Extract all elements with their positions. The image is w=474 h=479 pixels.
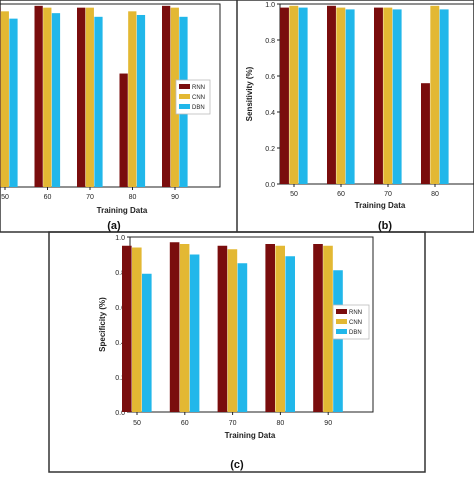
bar-dbn-60 [52,13,60,187]
x-axis-label: Training Data [97,206,148,215]
legend-label-rnn: RNN [192,85,205,91]
x-tick-label: 90 [171,194,179,201]
bar-cnn-60 [43,8,51,187]
bar-rnn-70 [218,246,228,412]
panel-label: (b) [378,220,392,232]
bar-cnn-80 [275,246,285,412]
bar-dbn-60 [346,9,355,184]
bar-cnn-50 [132,248,142,413]
y-tick-label: 0.2 [265,146,275,153]
bar-dbn-80 [440,9,449,184]
bar-rnn-80 [265,244,275,412]
bar-rnn-60 [170,242,180,412]
legend-label-cnn: CNN [192,95,205,101]
bar-dbn-70 [238,263,248,412]
y-tick-label: 0.6 [265,74,275,81]
bar-cnn-50 [289,6,298,184]
bar-rnn-60 [327,6,336,184]
bar-rnn-90 [313,244,323,412]
bar-cnn-70 [383,8,392,184]
x-tick-label: 60 [181,420,189,427]
legend-swatch-rnn [336,309,347,314]
bar-cnn-80 [430,6,439,184]
legend-label-rnn: RNN [349,310,362,316]
bar-dbn-80 [137,15,145,187]
bar-cnn-90 [323,246,333,412]
bar-dbn-80 [285,256,295,412]
x-tick-label: 70 [384,191,392,198]
legend-label-cnn: CNN [349,320,362,326]
bar-dbn-90 [333,270,343,412]
bar-rnn-90 [162,6,170,187]
x-tick-label: 60 [337,191,345,198]
x-tick-label: 80 [431,191,439,198]
legend-swatch-cnn [179,94,190,99]
y-tick-label: 0.0 [265,182,275,189]
legend-swatch-dbn [179,104,190,109]
legend-label-dbn: DBN [192,105,205,111]
bar-rnn-80 [120,74,128,187]
bar-rnn-60 [35,6,43,187]
bar-dbn-50 [9,19,17,187]
y-axis-label: Sensitivity (%) [245,66,254,121]
x-tick-label: 80 [277,420,285,427]
y-tick-label: 1.0 [115,235,125,242]
bar-cnn-60 [336,8,345,184]
bar-rnn-70 [374,8,383,184]
panel-label: (c) [230,459,244,471]
bar-cnn-70 [228,249,238,412]
bar-rnn-70 [77,8,85,187]
bar-cnn-70 [86,8,94,187]
panel-label: (a) [107,220,121,232]
legend-label-dbn: DBN [349,330,362,336]
legend-swatch-cnn [336,319,347,324]
bar-rnn-80 [421,83,430,184]
x-axis-label: Training Data [355,201,406,210]
chart-panel-1: 50 60 70 80 90 Training Data RNN CNN DBN (a) [0,4,220,232]
y-tick-label: 0.4 [265,110,275,117]
y-tick-label: 0.8 [265,38,275,45]
bar-dbn-70 [393,9,402,184]
bar-dbn-50 [299,8,308,184]
bar-rnn-50 [280,8,289,184]
x-tick-label: 70 [86,194,94,201]
bar-rnn-50 [122,246,132,412]
y-tick-label: 1.0 [265,2,275,9]
x-tick-label: 60 [44,194,52,201]
x-tick-label: 80 [129,194,137,201]
bar-cnn-80 [128,11,136,187]
x-axis-label: Training Data [225,431,276,440]
bar-cnn-60 [180,244,190,412]
bar-cnn-50 [1,11,9,187]
bar-dbn-50 [142,274,152,412]
chart-panel-2: 0.0 0.2 0.4 0.6 0.8 1.0 50 60 70 80 Training Data S… [245,2,474,232]
x-tick-label: 70 [229,420,237,427]
x-tick-label: 50 [290,191,298,198]
legend-swatch-rnn [179,84,190,89]
x-tick-label: 50 [1,194,9,201]
y-axis-label: Specificity (%) [98,297,107,352]
x-tick-label: 90 [324,420,332,427]
bar-dbn-60 [190,255,200,413]
x-tick-label: 50 [133,420,141,427]
bar-dbn-70 [94,17,102,187]
legend-swatch-dbn [336,329,347,334]
